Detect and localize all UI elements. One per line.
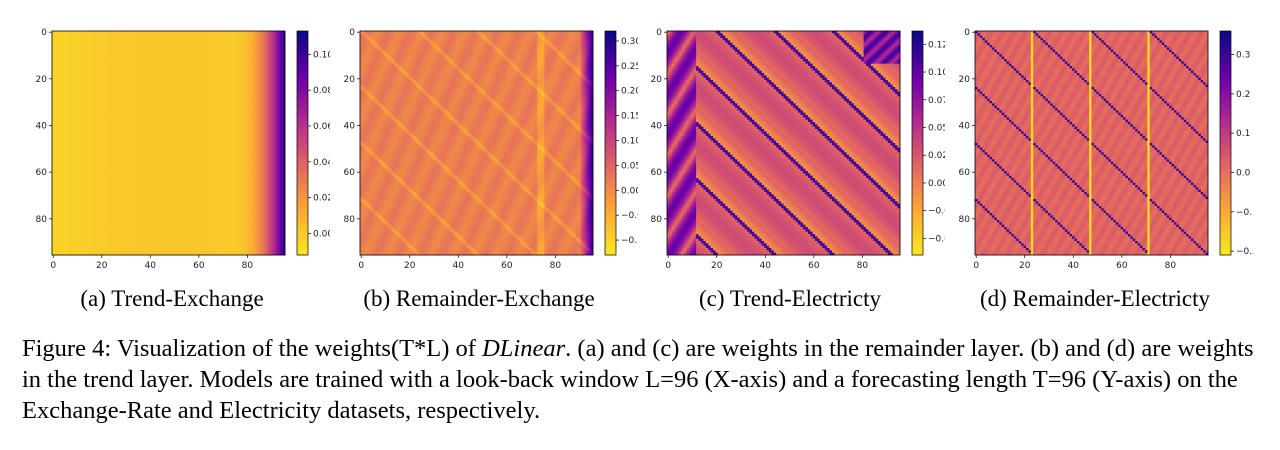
caption-text-1: Visualization of the weights(T*L) of	[117, 335, 476, 362]
heatmap-trend-exchange: 0 20 40 60 80 0 20 40 60 80 0.10 0.08 0.06 0.04 0.02 0.…	[36, 28, 330, 271]
y-tick-label: 40	[651, 122, 663, 132]
y-tick-label: 40	[959, 122, 971, 132]
y-tick-label: 0	[964, 28, 970, 38]
colorbar-tick-label: 0.125	[928, 40, 945, 50]
colorbar-tick-label: 0.0	[1236, 168, 1251, 178]
colorbar-tick-label: 0.02	[313, 194, 330, 204]
x-tick-label: 80	[1165, 261, 1177, 271]
y-tick-label: 60	[959, 168, 971, 178]
colorbar-tick-label: 0.100	[928, 68, 945, 78]
heatmap-cells	[360, 31, 594, 256]
colorbar-tick-label: 0.05	[621, 161, 638, 171]
x-tick-label: 60	[501, 261, 513, 271]
x-tick-label: 20	[711, 261, 723, 271]
subcaption-a: (a) Trend-Exchange	[52, 286, 292, 312]
x-tick-label: 40	[760, 261, 772, 271]
heatmap-cells	[52, 31, 286, 256]
panel-b: 0 20 40 60 80 0 20 40 60 80 0.30 0.25 0.20 0.15 0.10 0.…	[338, 0, 638, 320]
colorbar-tick-label: 0.10	[621, 137, 638, 147]
panel-c: 0 20 40 60 80 0 20 40 60 80 0.125 0.100 0.075 0.050 0.…	[645, 0, 945, 320]
x-tick-label: 80	[857, 261, 869, 271]
x-tick-label: 20	[1019, 261, 1031, 271]
panel-d: 0 20 40 60 80 0 20 40 60 80 0.3 0.2 0.1 0.0 −0.1 −0.2	[953, 0, 1253, 320]
colorbar-tick-label: 0.2	[1236, 90, 1250, 100]
colorbar-tick-label: 0.06	[313, 122, 330, 132]
colorbar-tick-label: −0.1	[1236, 208, 1253, 218]
y-tick-label: 20	[344, 75, 356, 85]
colorbar	[297, 31, 308, 256]
heatmap-cells	[975, 31, 1209, 256]
colorbar-tick-label: 0.00	[621, 186, 638, 196]
colorbar-tick-label: 0.15	[621, 112, 638, 122]
y-tick-label: 80	[651, 215, 663, 225]
colorbar-tick-label: 0.00	[313, 229, 330, 239]
colorbar	[912, 31, 923, 256]
y-tick-label: 80	[36, 215, 48, 225]
subcaption-b: (b) Remainder-Exchange	[334, 286, 624, 312]
colorbar-tick-label: 0.3	[1236, 51, 1250, 61]
colorbar-tick-label: −0.10	[621, 236, 638, 246]
panel-a: 0 20 40 60 80 0 20 40 60 80 0.10 0.08 0.06 0.04 0.02 0.…	[30, 0, 330, 320]
model-name: DLinear	[482, 335, 565, 362]
y-tick-label: 80	[959, 215, 971, 225]
heatmap-trend-electricity: 0 20 40 60 80 0 20 40 60 80 0.125 0.100 0.075 0.050 0.…	[651, 28, 945, 271]
y-tick-label: 40	[344, 122, 356, 132]
y-tick-label: 0	[41, 28, 47, 38]
subcaption-d: (d) Remainder-Electricty	[945, 286, 1245, 312]
x-tick-label: 80	[550, 261, 562, 271]
colorbar-tick-label: 0.30	[621, 37, 638, 47]
y-tick-label: 20	[36, 75, 48, 85]
colorbar-tick-label: 0.10	[313, 50, 330, 60]
x-tick-label: 60	[1116, 261, 1128, 271]
y-tick-label: 60	[36, 168, 48, 178]
y-tick-label: 60	[651, 168, 663, 178]
heatmap-remainder-electricity: 0 20 40 60 80 0 20 40 60 80 0.3 0.2 0.1 0.0 −0.1 −0.2	[959, 28, 1253, 271]
heatmap-frame	[666, 30, 901, 256]
colorbar-tick-label: 0.08	[313, 86, 330, 96]
x-tick-label: 0	[665, 261, 671, 271]
x-tick-label: 20	[96, 261, 108, 271]
y-tick-label: 0	[656, 28, 662, 38]
x-tick-label: 60	[808, 261, 820, 271]
caption-text-2: . (a) and (c) are weights in the remaind…	[22, 335, 1254, 424]
colorbar-tick-label: −0.025	[928, 207, 945, 217]
x-tick-label: 0	[358, 261, 364, 271]
figure-label: Figure 4:	[22, 335, 111, 362]
colorbar	[605, 31, 616, 256]
y-tick-label: 20	[959, 75, 971, 85]
heatmap-remainder-exchange: 0 20 40 60 80 0 20 40 60 80 0.30 0.25 0.20 0.15 0.10 0.…	[344, 28, 638, 271]
colorbar-tick-label: 0.025	[928, 151, 945, 161]
heatmap-frame	[974, 30, 1209, 256]
x-tick-label: 0	[973, 261, 979, 271]
figure-caption: Figure 4: Visualization of the weights(T…	[22, 333, 1262, 426]
x-tick-label: 80	[242, 261, 254, 271]
subcaption-c: (c) Trend-Electricty	[665, 286, 915, 312]
x-tick-label: 40	[1068, 261, 1080, 271]
colorbar-tick-label: 0.04	[313, 158, 330, 168]
heatmap-frame	[51, 30, 286, 256]
x-tick-label: 40	[145, 261, 157, 271]
heatmap-cells	[667, 31, 901, 256]
y-tick-label: 80	[344, 215, 356, 225]
x-tick-label: 0	[50, 261, 56, 271]
x-tick-label: 40	[453, 261, 465, 271]
colorbar-tick-label: 0.075	[928, 96, 945, 106]
y-tick-label: 0	[349, 28, 355, 38]
y-tick-label: 60	[344, 168, 356, 178]
colorbar-tick-label: −0.050	[928, 234, 945, 244]
colorbar-tick-label: 0.050	[928, 123, 945, 133]
colorbar-tick-label: −0.05	[621, 211, 638, 221]
y-tick-label: 20	[651, 75, 663, 85]
colorbar-tick-label: −0.2	[1236, 247, 1253, 257]
y-tick-label: 40	[36, 122, 48, 132]
x-tick-label: 60	[193, 261, 205, 271]
x-tick-label: 20	[404, 261, 416, 271]
colorbar-tick-label: 0.1	[1236, 129, 1250, 139]
colorbar-tick-label: 0.000	[928, 179, 945, 189]
colorbar-tick-label: 0.20	[621, 87, 638, 97]
heatmap-frame	[359, 30, 594, 256]
colorbar	[1220, 31, 1231, 256]
colorbar-tick-label: 0.25	[621, 62, 638, 72]
